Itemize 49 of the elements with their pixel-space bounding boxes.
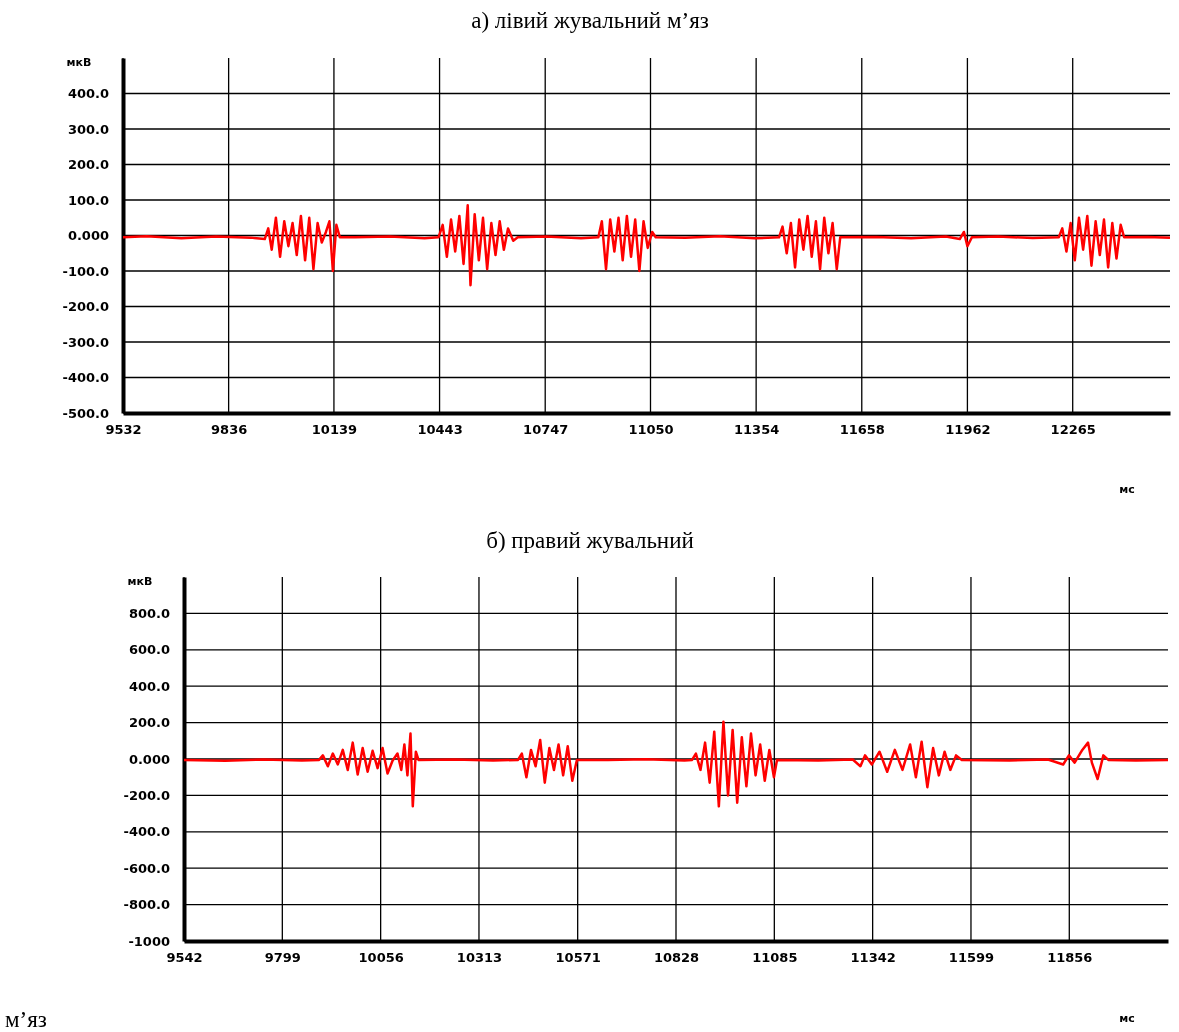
x-tick-label: 10056	[358, 950, 404, 966]
chart-title: а) лівий жувальний м’яз	[471, 8, 709, 33]
x-tick-label: 10443	[417, 422, 463, 438]
x-tick-label: 11962	[945, 422, 991, 438]
text: м’яз	[5, 1007, 47, 1032]
x-tick-label: 9542	[166, 950, 203, 966]
x-axis-title: мс	[1119, 1012, 1135, 1025]
x-tick-label: 11050	[628, 422, 674, 438]
y-tick-label: -600.0	[123, 860, 170, 876]
x-tick-label: 11658	[839, 422, 885, 438]
y-tick-label: -1000	[128, 933, 170, 949]
y-tick-label: -100.0	[62, 263, 109, 279]
y-tick-label: -800.0	[123, 897, 170, 913]
x-tick-label: 12265	[1050, 422, 1096, 438]
y-tick-label: -300.0	[62, 334, 109, 350]
chart-title: б) правий жувальний	[486, 528, 694, 553]
y-tick-label: 800.0	[128, 606, 170, 622]
x-tick-label: 10313	[456, 950, 503, 966]
x-tick-label: 10828	[653, 950, 700, 966]
y-axis-title: мкВ	[66, 56, 92, 69]
y-tick-label: 0.000	[128, 751, 170, 767]
y-tick-label: 200.0	[128, 715, 170, 731]
y-tick-label: -400.0	[62, 370, 109, 386]
x-tick-label: 11856	[1047, 950, 1093, 966]
x-tick-label: 10571	[555, 950, 601, 966]
y-axis-title: мкВ	[127, 575, 153, 588]
x-tick-label: 10747	[523, 422, 569, 438]
x-tick-label: 9799	[264, 950, 301, 966]
y-tick-label: 400.0	[67, 86, 109, 102]
y-tick-label: 400.0	[128, 678, 170, 694]
x-axis-title: мс	[1119, 483, 1135, 496]
y-tick-label: -200.0	[123, 788, 170, 804]
y-tick-label: 0.000	[67, 228, 109, 244]
x-tick-label: 9532	[105, 422, 142, 438]
y-tick-label: -500.0	[62, 405, 109, 421]
y-tick-label: -200.0	[62, 299, 109, 315]
line-series	[121, 204, 1172, 287]
y-tick-label: -400.0	[123, 824, 170, 840]
x-tick-label: 11085	[752, 950, 798, 966]
x-tick-label: 11599	[948, 950, 995, 966]
x-tick-label: 11354	[734, 422, 780, 438]
y-tick-label: 200.0	[67, 157, 109, 173]
x-tick-label: 11342	[850, 950, 896, 966]
y-tick-label: 300.0	[67, 121, 109, 137]
line-series	[182, 720, 1170, 808]
y-tick-label: 600.0	[128, 642, 170, 658]
x-tick-label: 10139	[311, 422, 358, 438]
y-tick-label: 100.0	[67, 192, 109, 208]
x-tick-label: 9836	[211, 422, 248, 438]
